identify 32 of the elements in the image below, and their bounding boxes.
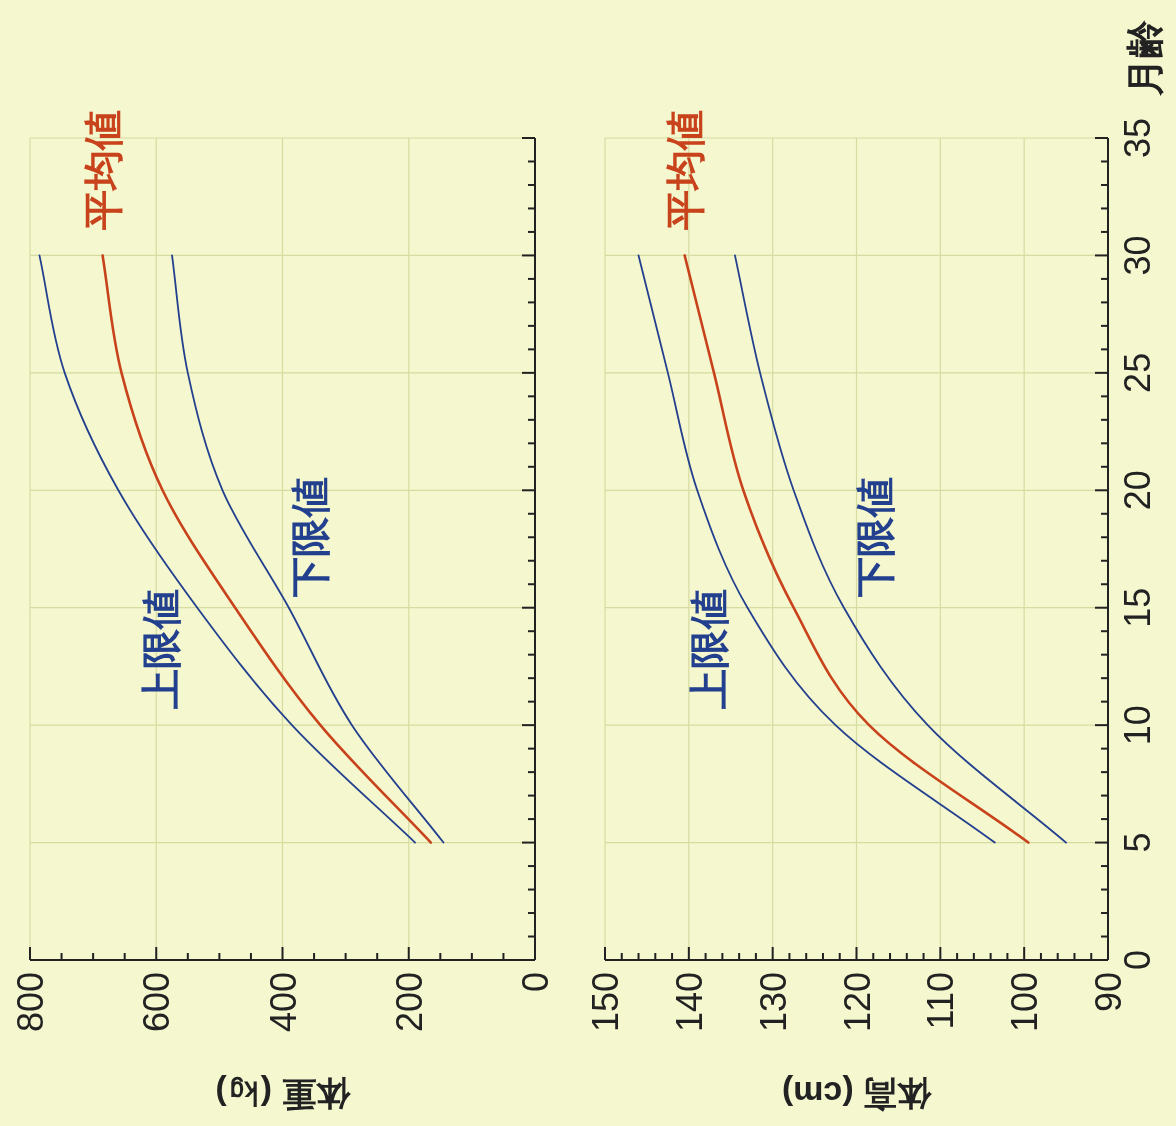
x-tick-label: 110 <box>920 972 962 1030</box>
y-tick-label: 25 <box>1117 352 1158 393</box>
x-tick-label: 90 <box>1088 972 1129 1013</box>
y-tick-label: 35 <box>1117 117 1158 159</box>
line-series <box>734 254 1067 844</box>
x-tick-label: 150 <box>585 972 626 1033</box>
x-tick-label: 600 <box>136 972 178 1033</box>
text: 上限値 <box>139 588 184 709</box>
x-axis-title: 体高 (cm) <box>781 1075 933 1113</box>
y-tick-label: 10 <box>1117 705 1158 746</box>
text: 下限値 <box>852 477 897 598</box>
y-tick-label: 15 <box>1117 587 1158 628</box>
x-tick-label: 0 <box>515 972 556 993</box>
x-tick-label: 100 <box>1004 972 1046 1033</box>
x-tick-label: 800 <box>10 972 51 1033</box>
x-axis-title: 体重 (㎏) <box>215 1075 351 1113</box>
text: 上限値 <box>687 588 732 709</box>
x-tick-label: 200 <box>388 972 430 1033</box>
y-tick-label: 30 <box>1117 235 1158 276</box>
y-tick-label: 0 <box>1117 949 1158 971</box>
text: 平均値 <box>80 110 125 232</box>
line-series <box>683 254 1030 844</box>
x-tick-label: 140 <box>668 972 710 1033</box>
x-tick-label: 120 <box>836 972 878 1033</box>
x-tick-label: 130 <box>752 972 794 1033</box>
text: 平均値 <box>662 110 707 232</box>
y-tick-label: 5 <box>1117 832 1158 853</box>
y-axis-title: 月齢 <box>1124 20 1166 97</box>
y-tick-label: 20 <box>1117 470 1158 511</box>
x-tick-label: 400 <box>262 972 304 1033</box>
line-series <box>637 254 996 844</box>
text: 下限値 <box>288 477 333 598</box>
